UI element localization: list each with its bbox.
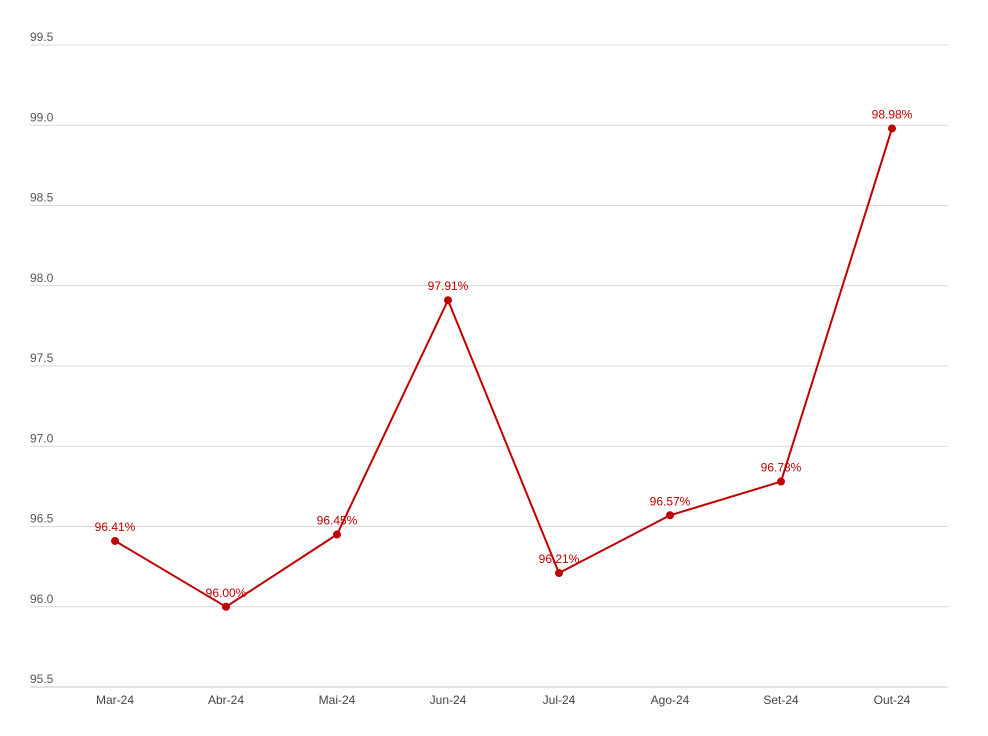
data-label: 96.57% <box>650 494 691 508</box>
data-point <box>888 124 896 133</box>
x-tick-label: Jul-24 <box>543 693 576 707</box>
y-tick-label: 97.0 <box>30 431 54 445</box>
x-tick-label: Abr-24 <box>208 693 244 707</box>
data-labels: 96.41% 96.00% 96.45% 97.91% 96.21% 96.57% 96.7… <box>95 107 913 599</box>
data-label: 97.91% <box>428 279 469 293</box>
y-axis-ticks: 95.5 96.0 96.5 97.0 97.5 98.0 98.5 99.0 99.5 <box>30 30 54 686</box>
data-point <box>555 569 563 578</box>
data-points <box>111 124 896 611</box>
x-tick-label: Ago-24 <box>651 693 690 707</box>
data-label: 96.21% <box>539 552 580 566</box>
y-tick-label: 96.5 <box>30 512 54 526</box>
data-label: 96.45% <box>317 514 358 528</box>
y-tick-label: 98.0 <box>30 271 54 285</box>
y-tick-label: 96.0 <box>30 592 54 606</box>
x-tick-label: Jun-24 <box>430 693 467 707</box>
y-tick-label: 97.5 <box>30 351 54 365</box>
data-point <box>666 511 674 520</box>
series-lines <box>114 128 893 608</box>
data-label: 96.78% <box>761 461 802 475</box>
y-tick-label: 99.0 <box>30 110 54 124</box>
data-label: 96.00% <box>206 586 247 600</box>
data-point <box>777 477 785 486</box>
data-point <box>444 296 452 305</box>
x-tick-label: Set-24 <box>763 693 799 707</box>
y-tick-label: 99.5 <box>30 30 54 44</box>
data-point <box>111 536 119 545</box>
data-point <box>222 602 230 611</box>
y-tick-label: 95.5 <box>30 672 54 686</box>
data-label: 96.41% <box>95 520 136 534</box>
x-tick-label: Out-24 <box>874 693 911 707</box>
y-tick-label: 98.5 <box>30 191 54 205</box>
gridlines <box>30 44 948 688</box>
data-label: 98.98% <box>872 107 913 121</box>
x-tick-label: Mai-24 <box>319 693 356 707</box>
series-line <box>114 128 893 608</box>
x-axis-ticks: Mar-24 Abr-24 Mai-24 Jun-24 Jul-24 Ago-24 Set-… <box>96 693 911 707</box>
data-point <box>333 530 341 539</box>
x-tick-label: Mar-24 <box>96 693 134 707</box>
